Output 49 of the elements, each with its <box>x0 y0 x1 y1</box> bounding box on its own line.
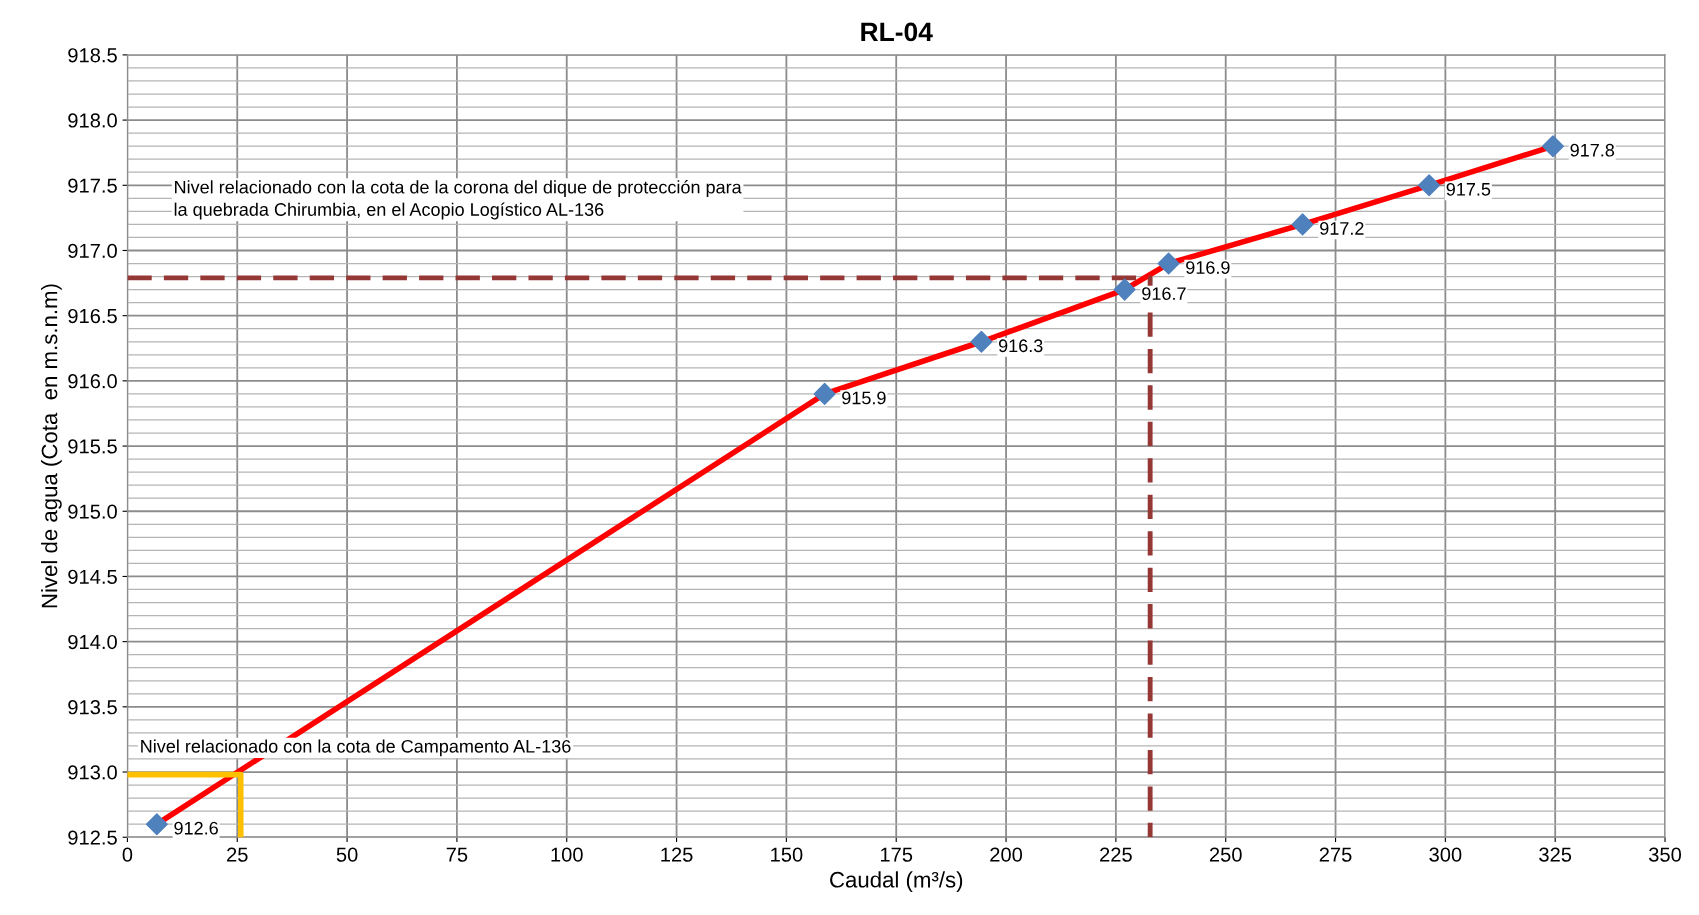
x-tick-label: 275 <box>1319 847 1352 862</box>
y-tick-label: 918.5 <box>68 48 117 63</box>
y-tick-label: 913.0 <box>68 765 117 780</box>
y-tick-label: 914.0 <box>68 634 117 650</box>
x-tick-label: 25 <box>227 847 248 862</box>
x-tick-label: 125 <box>661 847 693 862</box>
x-tick-label: 325 <box>1539 847 1572 862</box>
point <box>145 813 168 836</box>
point <box>1542 135 1564 158</box>
point <box>1418 174 1441 197</box>
data-label: 917.2 <box>1320 222 1364 235</box>
data-label: 912.6 <box>174 821 218 835</box>
x-tick-label: 175 <box>880 847 913 862</box>
y-tick-label: 912.5 <box>68 830 117 845</box>
data-label: 916.9 <box>1186 261 1230 274</box>
x-tick-label: 75 <box>446 847 468 862</box>
y-tick-label: 917.0 <box>68 243 117 258</box>
data-label: 916.7 <box>1142 287 1186 300</box>
y-tick-label: 916.0 <box>68 374 117 389</box>
point <box>813 382 836 405</box>
x-tick-label: 100 <box>551 847 583 862</box>
x-tick-label: 225 <box>1100 847 1132 862</box>
y-axis-title: Nivel de agua (Cota en m.s.n.m) <box>41 284 62 608</box>
annotation: Nivel relacionado con la cota de la corona del dique de protección para la quebrada Chirumbia, en el Acopio Logístico AL-136 <box>174 180 742 220</box>
data-label: 916.3 <box>998 339 1043 353</box>
y-tick-label: 917.5 <box>68 178 117 193</box>
x-tick-label: 150 <box>771 847 803 862</box>
x-axis-title: Caudal (m³/s) <box>830 871 963 892</box>
point <box>1157 252 1180 275</box>
x-tick-label: 200 <box>990 847 1023 862</box>
y-tick-label: 914.5 <box>68 569 117 584</box>
y-tick-label: 915.0 <box>68 504 117 519</box>
y-tick-label: 918.0 <box>68 113 117 128</box>
point <box>970 330 993 353</box>
annotation: Nivel relacionado con la cota de Campamento AL-136 <box>141 739 571 757</box>
x-tick-label: 350 <box>1648 847 1682 862</box>
x-tick-label: 50 <box>336 847 358 862</box>
x-tick-label: 250 <box>1209 847 1242 862</box>
point <box>1291 213 1314 236</box>
data-label: 917.5 <box>1446 182 1491 196</box>
data-label: 917.8 <box>1570 143 1615 157</box>
y-tick-label: 915.5 <box>68 439 117 454</box>
y-tick-label: 916.5 <box>68 308 117 324</box>
data-label: 915.9 <box>842 391 886 405</box>
y-tick-label: 913.5 <box>68 700 117 715</box>
x-tick-label: 0 <box>122 847 133 862</box>
x-tick-label: 300 <box>1429 847 1462 862</box>
chart-title: RL-04 <box>861 22 933 42</box>
point <box>1113 278 1136 301</box>
